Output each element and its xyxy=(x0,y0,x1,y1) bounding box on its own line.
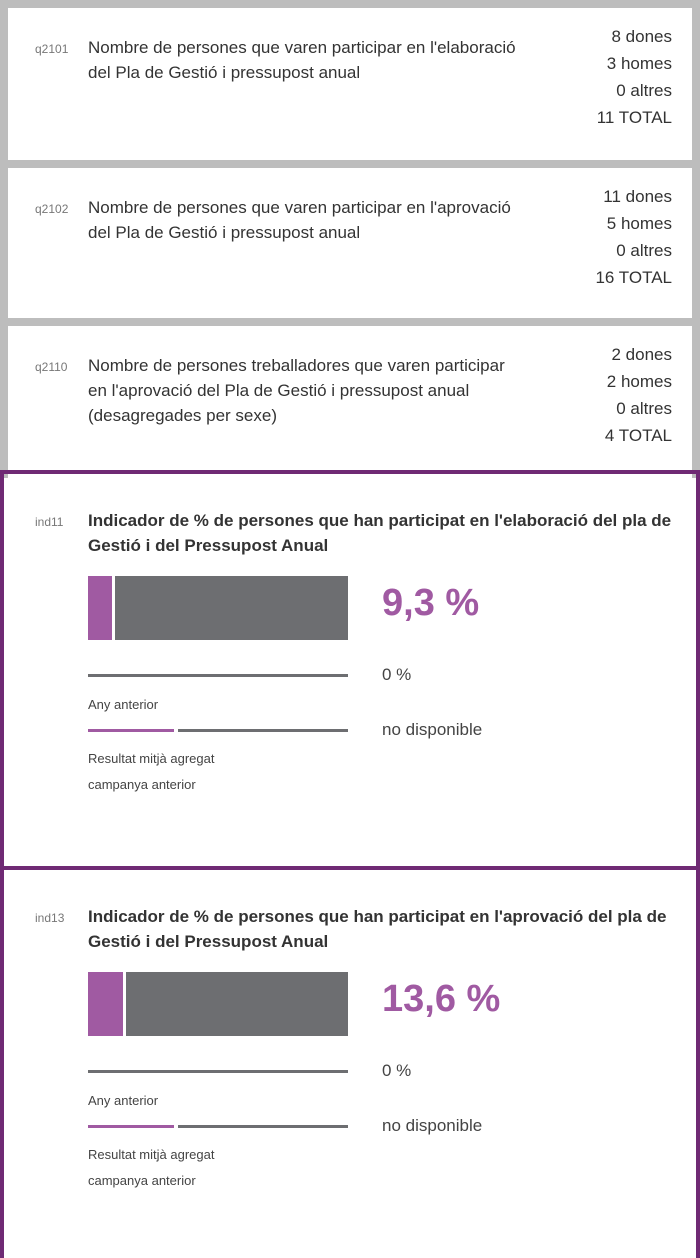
average-line-b xyxy=(178,1125,348,1128)
indicator-box xyxy=(0,470,700,870)
average-label: campanya anterior xyxy=(88,1173,196,1188)
average-value: no disponible xyxy=(382,1116,483,1135)
indicator-code: ind11 xyxy=(35,515,64,529)
question-code: q2102 xyxy=(35,202,69,216)
bar-value xyxy=(88,972,124,1036)
bar-rest xyxy=(126,972,348,1036)
question-value: 16 TOTAL xyxy=(595,268,672,287)
previous-value: 0 % xyxy=(382,1061,412,1080)
average-line-a xyxy=(88,1125,174,1128)
question-value: 3 homes xyxy=(606,54,672,73)
average-line-b xyxy=(178,729,348,732)
average-line-a xyxy=(88,729,174,732)
question-text: Nombre de persones que varen participar … xyxy=(88,198,511,242)
question-value: 8 dones xyxy=(611,27,673,46)
question-value: 0 altres xyxy=(616,81,672,100)
question-box xyxy=(0,0,700,168)
average-label: Resultat mitjà agregat xyxy=(88,751,215,766)
previous-label: Any anterior xyxy=(88,1093,159,1108)
indicator-value: 13,6 % xyxy=(382,978,501,1020)
previous-line xyxy=(88,674,348,677)
indicator-box xyxy=(0,866,700,1258)
question-code: q2101 xyxy=(35,42,69,56)
average-label: campanya anterior xyxy=(88,777,196,792)
question-value: 4 TOTAL xyxy=(604,426,672,445)
question-text: Nombre de persones que varen participar … xyxy=(88,38,516,82)
previous-value: 0 % xyxy=(382,665,412,684)
bar-rest xyxy=(115,576,348,640)
question-value: 5 homes xyxy=(606,214,672,233)
indicator-title: Indicador de % de persones que han parti… xyxy=(88,511,672,555)
question-value: 2 dones xyxy=(611,345,673,364)
question-value: 11 dones xyxy=(603,187,672,206)
previous-line xyxy=(88,1070,348,1073)
previous-label: Any anterior xyxy=(88,697,159,712)
question-value: 11 TOTAL xyxy=(596,108,672,127)
indicator-code: ind13 xyxy=(35,911,65,925)
average-value: no disponible xyxy=(382,720,483,739)
average-label: Resultat mitjà agregat xyxy=(88,1147,215,1162)
question-text: Nombre de persones treballadores que var… xyxy=(88,356,505,425)
question-value: 2 homes xyxy=(606,372,672,391)
question-value: 0 altres xyxy=(616,399,672,418)
question-box xyxy=(0,318,700,478)
bar-value xyxy=(88,576,113,640)
question-box xyxy=(0,160,700,326)
question-value: 0 altres xyxy=(616,241,672,260)
indicator-title: Indicador de % de persones que han parti… xyxy=(88,907,667,951)
indicator-value: 9,3 % xyxy=(382,582,480,624)
question-code: q2110 xyxy=(35,360,68,374)
